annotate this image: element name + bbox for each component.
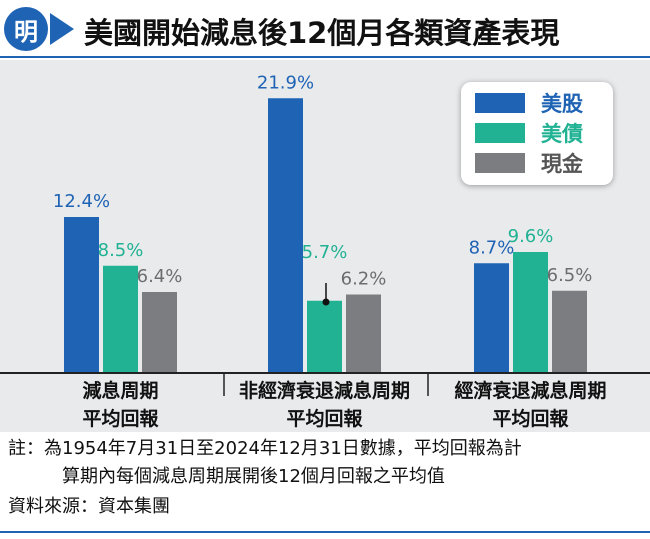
legend-label: 美債 xyxy=(541,122,583,146)
data-label: 12.4% xyxy=(53,191,110,212)
bar-group xyxy=(64,98,587,372)
data-label: 21.9% xyxy=(257,72,314,93)
legend-swatch xyxy=(475,153,525,173)
bar-cash-0 xyxy=(142,292,177,372)
footnote-line-2: 算期內每個減息周期展開後12個月回報之平均值 xyxy=(62,466,445,487)
label-leader-dot xyxy=(322,298,330,306)
header-arrow-icon xyxy=(50,13,74,45)
legend-item-us-bonds: 美債 xyxy=(475,120,583,146)
legend-label: 現金 xyxy=(541,152,583,176)
legend-swatch xyxy=(475,123,525,143)
data-label: 6.4% xyxy=(137,266,183,287)
bar-cash-2 xyxy=(552,290,587,372)
legend-item-cash: 現金 xyxy=(475,150,583,176)
source-note: 資料來源：資本集團 xyxy=(8,496,170,517)
value-label-group: 12.4% 8.5% 6.4% 21.9% 5.7% 6.2% 8.7%9.6% 6.5% xyxy=(53,72,592,289)
data-label: 9.6% xyxy=(508,226,554,247)
bar-cash-1 xyxy=(346,294,381,372)
data-label: 6.5% xyxy=(547,265,593,286)
x-tick-label: 平均回報 xyxy=(82,407,159,430)
footnote-line-1: 註：為1954年7月31日至2024年12月31日數據，平均回報為計 xyxy=(8,438,522,459)
x-tick-label: 減息周期 xyxy=(82,379,158,402)
legend-swatch xyxy=(475,93,525,113)
x-tick-label: 平均回報 xyxy=(286,407,363,430)
data-label: 8.5% xyxy=(98,240,144,261)
header: 明 美國開始減息後12個月各類資產表現 xyxy=(0,0,650,58)
data-label: 6.2% xyxy=(341,269,387,290)
x-tick-label: 平均回報 xyxy=(492,407,569,430)
legend-label: 美股 xyxy=(541,92,583,116)
legend-item-us-stocks: 美股 xyxy=(475,90,583,116)
data-label: 5.7% xyxy=(302,242,348,263)
bar-stocks-1 xyxy=(268,98,303,372)
footer-divider xyxy=(0,531,650,533)
chart-title: 美國開始減息後12個月各類資產表現 xyxy=(84,16,560,50)
bar-bonds-1 xyxy=(307,300,342,372)
logo: 明 xyxy=(4,7,48,51)
data-label: 8.7% xyxy=(469,237,515,258)
header-divider xyxy=(0,56,650,58)
bar-bonds-2 xyxy=(513,252,548,372)
logo-glyph: 明 xyxy=(14,17,38,46)
bar-bonds-0 xyxy=(103,265,138,372)
x-tick-label: 非經濟衰退減息周期 xyxy=(239,379,410,402)
bar-stocks-0 xyxy=(64,217,99,372)
x-tick-label: 經濟衰退減息周期 xyxy=(454,379,606,402)
bar-stocks-2 xyxy=(474,263,509,372)
legend: 美股 美債 現金 xyxy=(461,82,613,185)
